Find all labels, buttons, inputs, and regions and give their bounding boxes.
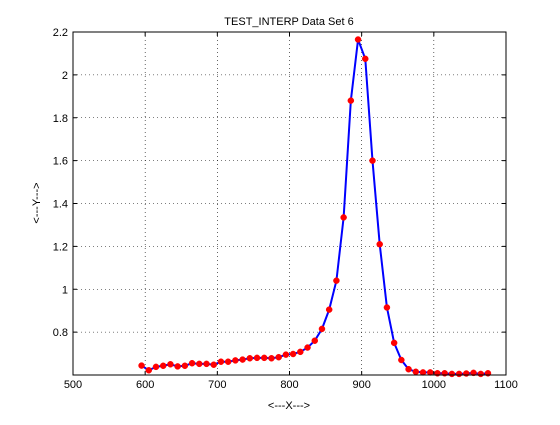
data-point	[325, 306, 333, 313]
data-point	[369, 157, 376, 164]
data-point	[275, 353, 282, 361]
x-tick-label: 600	[136, 379, 154, 391]
x-tick-label: 900	[352, 379, 370, 391]
data-point	[145, 367, 153, 374]
data-point	[297, 348, 304, 356]
y-tick-label: 1.2	[53, 241, 68, 253]
y-tick-label: 0.8	[53, 327, 68, 339]
x-tick-label: 500	[64, 379, 82, 391]
x-tick-label: 700	[208, 379, 226, 391]
data-point	[210, 361, 217, 368]
data-point	[246, 355, 254, 362]
x-tick-label: 1100	[494, 379, 518, 391]
y-tick-label: 2.2	[53, 27, 68, 39]
y-tick-label: 1.4	[53, 199, 68, 211]
data-point	[477, 370, 484, 378]
data-point	[318, 325, 326, 333]
data-point	[304, 344, 311, 351]
data-point	[260, 354, 268, 362]
data-point	[217, 358, 225, 365]
data-point	[470, 369, 477, 377]
data-point	[253, 354, 261, 362]
data-point	[203, 360, 210, 368]
data-point	[232, 357, 239, 364]
data-point	[347, 97, 355, 104]
data-point	[340, 214, 347, 221]
y-tick-label: 1.8	[53, 113, 68, 125]
data-point	[463, 370, 470, 377]
y-axis-label: <---Y--->	[31, 182, 43, 223]
x-tick-label: 1000	[422, 379, 446, 391]
data-point	[362, 55, 369, 63]
data-point	[268, 355, 275, 362]
data-point	[333, 277, 340, 284]
data-point	[448, 370, 456, 378]
data-point	[376, 240, 383, 248]
data-point	[159, 362, 167, 370]
data-point	[311, 337, 319, 344]
data-point	[188, 359, 196, 367]
data-point	[152, 363, 160, 371]
series-layer	[138, 36, 492, 378]
data-point	[196, 360, 203, 368]
data-point	[289, 350, 297, 358]
data-point	[181, 362, 189, 370]
x-axis-label: <---X--->	[268, 400, 310, 412]
data-point	[167, 361, 174, 368]
data-point	[405, 365, 412, 373]
y-tick-label: 2	[62, 70, 68, 82]
data-point	[390, 339, 398, 347]
x-tick-labels: 500 600 700 800 900 1000 1100	[64, 379, 518, 391]
data-point	[412, 368, 420, 376]
y-tick-label: 1	[62, 284, 68, 296]
data-point	[239, 356, 246, 363]
data-point	[174, 363, 181, 370]
data-point	[398, 356, 405, 364]
data-point	[138, 362, 145, 369]
chart-title: TEST_INTERP Data Set 6	[224, 16, 353, 28]
y-tick-label: 1.6	[53, 156, 68, 168]
y-tick-labels: 0.8 1 1.2 1.4 1.6 1.8 2 2.2	[53, 27, 68, 339]
data-point	[383, 304, 391, 311]
data-point	[354, 36, 362, 43]
data-point	[455, 370, 463, 378]
data-point	[224, 358, 232, 365]
x-tick-label: 800	[280, 379, 298, 391]
axis-ticks	[72, 31, 507, 375]
grid-lines	[73, 32, 506, 375]
data-point	[282, 351, 290, 358]
